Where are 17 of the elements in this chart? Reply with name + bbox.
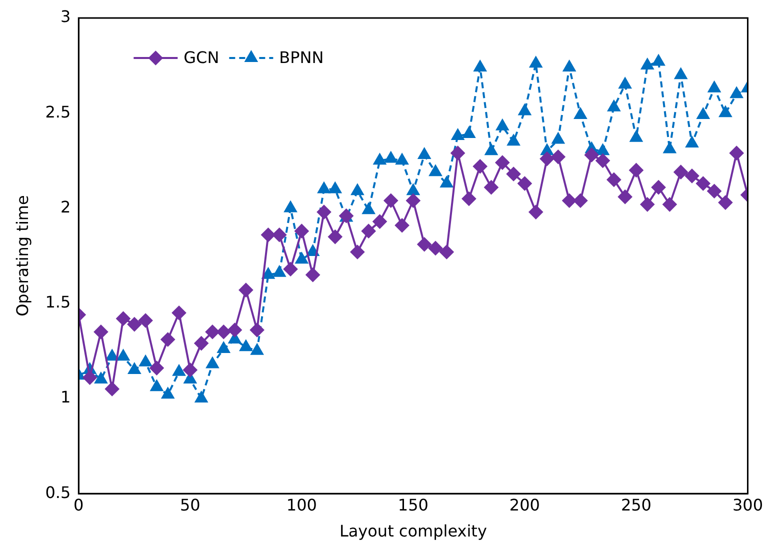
- y-tick-label: 2: [60, 197, 71, 216]
- x-tick-label: 250: [620, 495, 652, 514]
- legend-label: BPNN: [279, 48, 324, 68]
- x-tick-label: 150: [398, 495, 428, 514]
- legend-label: GCN: [184, 48, 220, 68]
- x-tick-label: 100: [286, 495, 317, 514]
- y-tick-label: 1.5: [45, 292, 71, 312]
- y-tick-label: 3: [60, 7, 71, 26]
- y-tick-label: 0.5: [45, 482, 71, 502]
- y-tick-label: 1: [60, 388, 71, 407]
- y-tick-label: 2.5: [45, 102, 71, 122]
- x-tick-label: 200: [509, 495, 540, 514]
- x-tick-label: 300: [732, 495, 764, 514]
- x-tick-label: 50: [180, 495, 200, 514]
- y-axis-title: Operating time: [12, 195, 32, 316]
- x-axis-title: Layout complexity: [339, 522, 487, 541]
- x-tick-label: 0: [74, 495, 84, 514]
